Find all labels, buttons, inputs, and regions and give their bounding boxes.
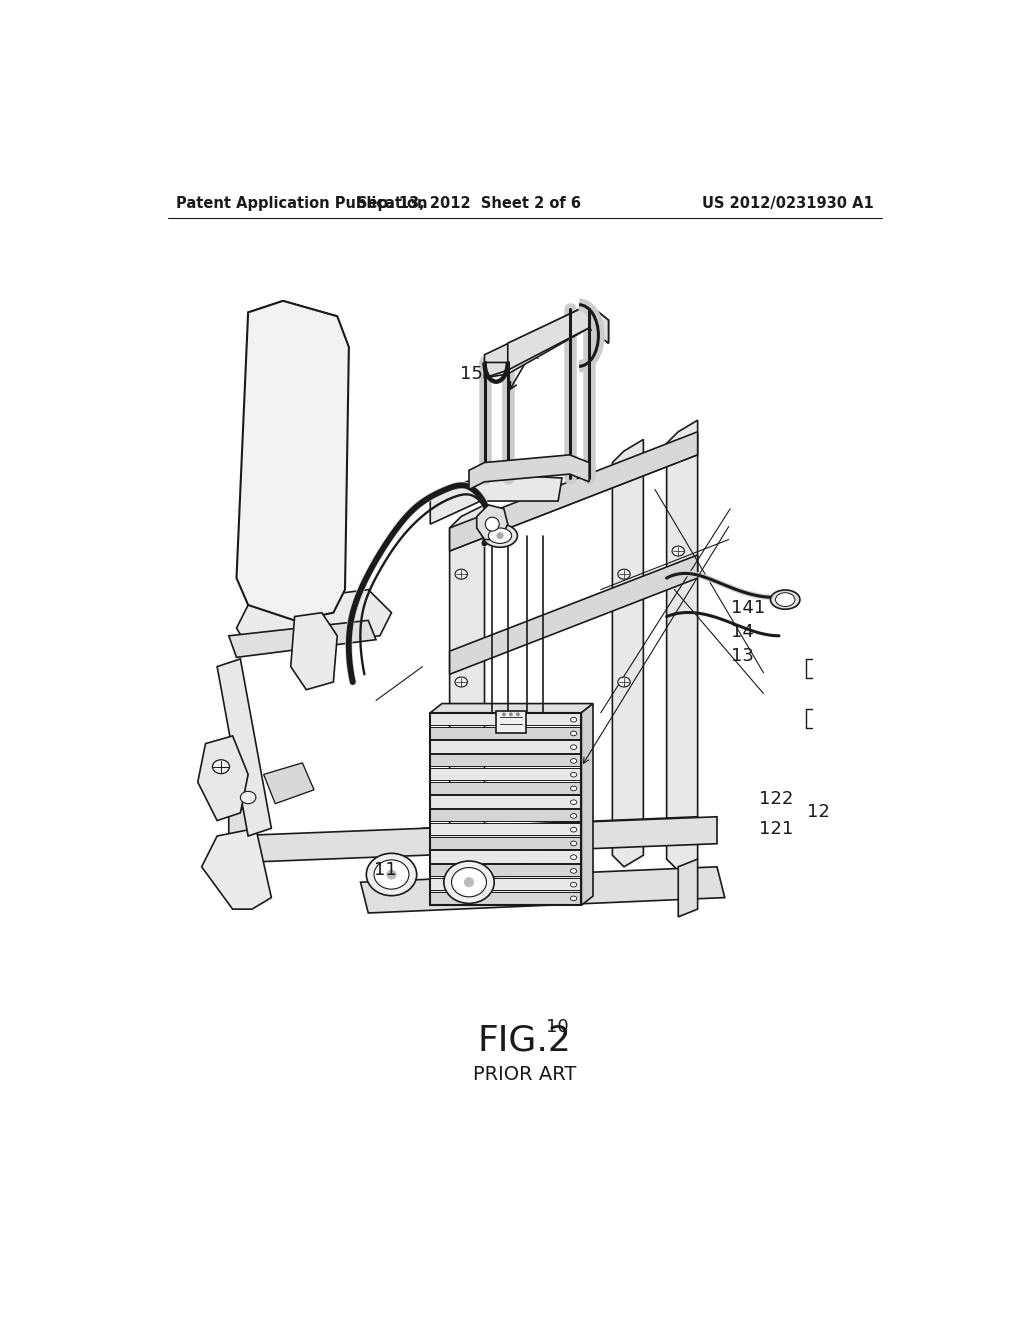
Text: 13: 13 — [731, 647, 754, 665]
Text: FIG.2: FIG.2 — [478, 1023, 571, 1057]
Ellipse shape — [617, 677, 630, 686]
Ellipse shape — [617, 569, 630, 579]
Ellipse shape — [497, 532, 503, 539]
Ellipse shape — [570, 828, 577, 832]
Bar — [430, 837, 582, 849]
Polygon shape — [423, 817, 697, 847]
Ellipse shape — [488, 528, 512, 544]
Ellipse shape — [241, 792, 256, 804]
Ellipse shape — [570, 896, 577, 900]
Ellipse shape — [570, 759, 577, 763]
Ellipse shape — [570, 800, 577, 804]
Polygon shape — [360, 867, 725, 913]
Polygon shape — [291, 612, 337, 689]
Polygon shape — [237, 590, 391, 647]
Ellipse shape — [367, 853, 417, 896]
Ellipse shape — [464, 878, 474, 887]
Text: 10: 10 — [546, 1019, 569, 1036]
Bar — [430, 726, 582, 739]
Polygon shape — [198, 737, 248, 821]
Ellipse shape — [570, 869, 577, 874]
Bar — [430, 809, 582, 821]
Bar — [430, 713, 582, 725]
Text: 122: 122 — [759, 789, 794, 808]
Polygon shape — [484, 305, 608, 378]
Text: 141: 141 — [731, 599, 765, 616]
Bar — [430, 741, 582, 752]
Polygon shape — [450, 506, 484, 840]
Bar — [430, 822, 582, 836]
Bar — [430, 781, 582, 793]
Polygon shape — [612, 440, 643, 867]
Ellipse shape — [212, 760, 229, 774]
Polygon shape — [430, 704, 593, 713]
Text: PRIOR ART: PRIOR ART — [473, 1065, 577, 1084]
Ellipse shape — [570, 855, 577, 859]
Bar — [430, 865, 582, 876]
Ellipse shape — [485, 517, 500, 531]
Bar — [430, 795, 582, 808]
Text: Sep. 13, 2012  Sheet 2 of 6: Sep. 13, 2012 Sheet 2 of 6 — [357, 195, 581, 211]
Ellipse shape — [775, 593, 795, 607]
Polygon shape — [450, 432, 697, 552]
Bar — [430, 878, 582, 890]
Polygon shape — [263, 763, 314, 804]
Polygon shape — [450, 554, 697, 675]
Polygon shape — [667, 420, 697, 871]
Polygon shape — [469, 455, 589, 490]
Polygon shape — [217, 659, 271, 836]
Ellipse shape — [570, 787, 577, 791]
Ellipse shape — [509, 713, 512, 715]
Bar — [496, 711, 525, 733]
Ellipse shape — [570, 813, 577, 818]
Polygon shape — [678, 859, 697, 917]
Text: 121: 121 — [759, 820, 794, 838]
Polygon shape — [228, 620, 376, 657]
Ellipse shape — [283, 566, 299, 582]
Ellipse shape — [443, 861, 495, 903]
Text: US 2012/0231930 A1: US 2012/0231930 A1 — [701, 195, 873, 211]
Polygon shape — [228, 805, 256, 874]
Text: 12: 12 — [807, 803, 829, 821]
Ellipse shape — [387, 870, 396, 879]
Ellipse shape — [570, 882, 577, 887]
Bar — [430, 713, 582, 906]
Ellipse shape — [570, 717, 577, 722]
Text: Patent Application Publication: Patent Application Publication — [176, 195, 428, 211]
Polygon shape — [228, 817, 717, 863]
Ellipse shape — [455, 569, 467, 579]
Text: 11: 11 — [374, 861, 396, 879]
Polygon shape — [582, 704, 593, 906]
Bar — [430, 768, 582, 780]
Ellipse shape — [570, 841, 577, 846]
Polygon shape — [430, 474, 562, 524]
Ellipse shape — [482, 524, 517, 548]
Ellipse shape — [672, 546, 684, 556]
Polygon shape — [237, 301, 349, 620]
Ellipse shape — [770, 590, 800, 610]
Ellipse shape — [516, 713, 519, 715]
Text: 14: 14 — [731, 623, 754, 642]
Text: 15: 15 — [460, 364, 482, 383]
Ellipse shape — [452, 867, 486, 896]
Polygon shape — [202, 829, 271, 909]
Ellipse shape — [503, 713, 506, 715]
Ellipse shape — [570, 772, 577, 777]
Polygon shape — [484, 305, 608, 378]
Bar — [430, 850, 582, 863]
Bar — [430, 754, 582, 767]
Polygon shape — [477, 506, 508, 540]
Bar — [430, 891, 582, 904]
Ellipse shape — [455, 677, 467, 686]
Ellipse shape — [570, 744, 577, 750]
Ellipse shape — [374, 859, 409, 890]
Ellipse shape — [570, 731, 577, 735]
